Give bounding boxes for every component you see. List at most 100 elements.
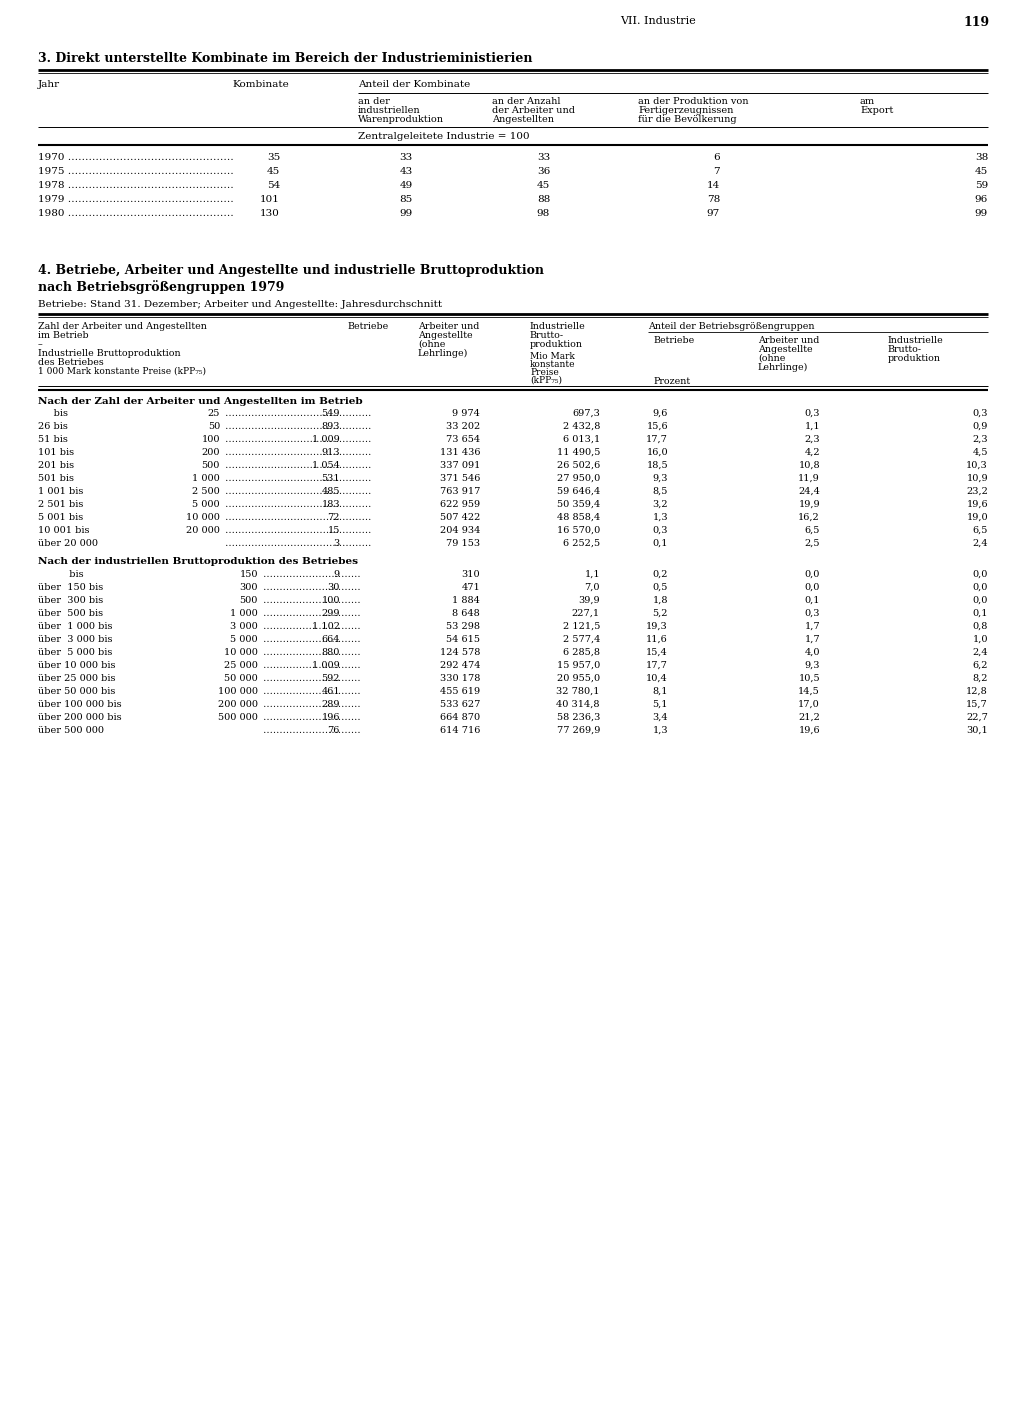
- Text: …………………………: …………………………: [260, 635, 360, 644]
- Text: 0,9: 0,9: [973, 422, 988, 431]
- Text: 17,0: 17,0: [799, 701, 820, 709]
- Text: 150: 150: [240, 569, 258, 579]
- Text: ………………………………………: ………………………………………: [222, 474, 372, 482]
- Text: 11,6: 11,6: [646, 635, 668, 644]
- Text: 1980 …………………………………………: 1980 …………………………………………: [38, 208, 233, 218]
- Text: 10 000: 10 000: [224, 648, 258, 656]
- Text: 0,5: 0,5: [652, 584, 668, 592]
- Text: über 50 000 bis: über 50 000 bis: [38, 686, 116, 696]
- Text: 40 314,8: 40 314,8: [556, 701, 600, 709]
- Text: 664 870: 664 870: [440, 714, 480, 722]
- Text: 15: 15: [328, 527, 340, 535]
- Text: im Betrieb: im Betrieb: [38, 331, 89, 340]
- Text: 485: 485: [322, 487, 340, 497]
- Text: über  300 bis: über 300 bis: [38, 596, 103, 605]
- Text: 72: 72: [328, 512, 340, 522]
- Text: nach Betriebsgrößengruppen 1979: nach Betriebsgrößengruppen 1979: [38, 280, 285, 294]
- Text: (kPP₇₅): (kPP₇₅): [530, 375, 562, 385]
- Text: …………………………: …………………………: [260, 674, 360, 684]
- Text: 533 627: 533 627: [439, 701, 480, 709]
- Text: 0,3: 0,3: [805, 410, 820, 418]
- Text: ………………………………………: ………………………………………: [222, 512, 372, 522]
- Text: Angestellte: Angestellte: [418, 331, 473, 340]
- Text: 23,2: 23,2: [966, 487, 988, 497]
- Text: für die Bevölkerung: für die Bevölkerung: [638, 116, 736, 124]
- Text: an der Anzahl: an der Anzahl: [492, 97, 560, 106]
- Text: 50 000: 50 000: [224, 674, 258, 684]
- Text: 101 bis: 101 bis: [38, 448, 74, 457]
- Text: 0,0: 0,0: [973, 569, 988, 579]
- Text: Zahl der Arbeiter und Angestellten: Zahl der Arbeiter und Angestellten: [38, 323, 207, 331]
- Text: industriellen: industriellen: [358, 106, 421, 116]
- Text: 2 501 bis: 2 501 bis: [38, 499, 83, 509]
- Text: 54: 54: [266, 181, 280, 190]
- Text: 20 000: 20 000: [186, 527, 220, 535]
- Text: 96: 96: [975, 195, 988, 204]
- Text: am: am: [860, 97, 876, 106]
- Text: 2,4: 2,4: [973, 539, 988, 548]
- Text: Betriebe: Betriebe: [653, 335, 694, 345]
- Text: des Betriebes: des Betriebes: [38, 358, 103, 367]
- Text: 11 490,5: 11 490,5: [557, 448, 600, 457]
- Text: 19,6: 19,6: [967, 499, 988, 509]
- Text: 6,5: 6,5: [973, 527, 988, 535]
- Text: der Arbeiter und: der Arbeiter und: [492, 106, 575, 116]
- Text: ………………………………………: ………………………………………: [222, 410, 372, 418]
- Text: Warenproduktion: Warenproduktion: [358, 116, 444, 124]
- Text: ………………………………………: ………………………………………: [222, 487, 372, 497]
- Text: 16 570,0: 16 570,0: [557, 527, 600, 535]
- Text: über  3 000 bis: über 3 000 bis: [38, 635, 113, 644]
- Text: …………………………: …………………………: [260, 701, 360, 709]
- Text: 500: 500: [202, 461, 220, 469]
- Text: 6,5: 6,5: [805, 527, 820, 535]
- Text: Angestellte: Angestellte: [758, 345, 813, 354]
- Text: ………………………………………: ………………………………………: [222, 422, 372, 431]
- Text: über  5 000 bis: über 5 000 bis: [38, 648, 113, 656]
- Text: 6 285,8: 6 285,8: [563, 648, 600, 656]
- Text: 1970 …………………………………………: 1970 …………………………………………: [38, 153, 233, 163]
- Text: …………………………: …………………………: [260, 714, 360, 722]
- Text: 51 bis: 51 bis: [38, 435, 68, 444]
- Text: ………………………………………: ………………………………………: [222, 448, 372, 457]
- Text: 25 000: 25 000: [224, 661, 258, 671]
- Text: Export: Export: [860, 106, 893, 116]
- Text: 85: 85: [399, 195, 413, 204]
- Text: 10,9: 10,9: [967, 474, 988, 482]
- Text: 45: 45: [537, 181, 550, 190]
- Text: 10,3: 10,3: [967, 461, 988, 469]
- Text: über  150 bis: über 150 bis: [38, 584, 103, 592]
- Text: 4,0: 4,0: [805, 648, 820, 656]
- Text: produktion: produktion: [530, 340, 583, 350]
- Text: 0,0: 0,0: [973, 596, 988, 605]
- Text: 26 502,6: 26 502,6: [557, 461, 600, 469]
- Text: über 500 000: über 500 000: [38, 726, 104, 735]
- Text: Zentralgeleitete Industrie = 100: Zentralgeleitete Industrie = 100: [358, 133, 529, 141]
- Text: an der: an der: [358, 97, 390, 106]
- Text: 49: 49: [399, 181, 413, 190]
- Text: 5 000: 5 000: [230, 635, 258, 644]
- Text: 9: 9: [334, 569, 340, 579]
- Text: …………………………: …………………………: [260, 609, 360, 618]
- Text: 27 950,0: 27 950,0: [557, 474, 600, 482]
- Text: Fertigerzeugnissen: Fertigerzeugnissen: [638, 106, 733, 116]
- Text: …………………………: …………………………: [260, 584, 360, 592]
- Text: Anteil der Kombinate: Anteil der Kombinate: [358, 80, 470, 88]
- Text: 119: 119: [964, 16, 990, 29]
- Text: 196: 196: [322, 714, 340, 722]
- Text: …………………………: …………………………: [260, 622, 360, 631]
- Text: 500 000: 500 000: [218, 714, 258, 722]
- Text: Anteil der Betriebsgrößengruppen: Anteil der Betriebsgrößengruppen: [648, 323, 814, 331]
- Text: 12,8: 12,8: [967, 686, 988, 696]
- Text: 11,9: 11,9: [799, 474, 820, 482]
- Text: 8,5: 8,5: [652, 487, 668, 497]
- Text: 531: 531: [322, 474, 340, 482]
- Text: 913: 913: [322, 448, 340, 457]
- Text: 124 578: 124 578: [439, 648, 480, 656]
- Text: 36: 36: [537, 167, 550, 176]
- Text: 97: 97: [707, 208, 720, 218]
- Text: 0,0: 0,0: [805, 584, 820, 592]
- Text: 501 bis: 501 bis: [38, 474, 74, 482]
- Text: 330 178: 330 178: [439, 674, 480, 684]
- Text: 0,2: 0,2: [652, 569, 668, 579]
- Text: über  1 000 bis: über 1 000 bis: [38, 622, 113, 631]
